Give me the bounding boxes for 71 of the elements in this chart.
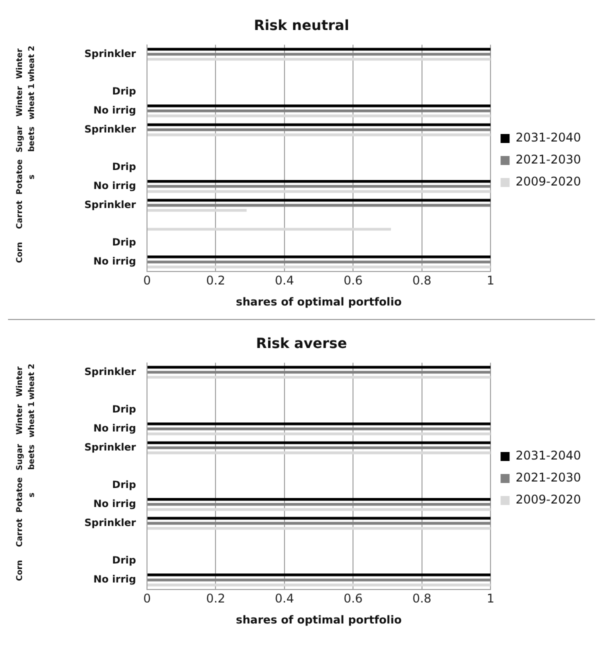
bar: [148, 228, 391, 231]
y-tick-label: Drip: [112, 238, 136, 249]
bar: [148, 58, 491, 61]
bar: [148, 190, 491, 193]
y-tick-label: No irrig: [93, 574, 136, 586]
text: Winter wheat 2: [15, 46, 36, 82]
y-tick-label: No irrig: [93, 256, 136, 268]
bar: [148, 256, 491, 258]
y-tick-label: Sprinkler: [84, 518, 136, 529]
text: Potatoes: [15, 158, 36, 195]
bar: [148, 48, 491, 51]
x-tick-label: 0.2: [206, 274, 226, 288]
x-axis-title: shares of optimal portfolio: [236, 613, 402, 626]
y-tick-label: Drip: [112, 162, 136, 174]
chart-title: Risk averse: [256, 336, 347, 352]
x-tick-label: 0.8: [412, 592, 432, 606]
text: Sugar beets: [15, 444, 36, 470]
x-tick-label: 0.2: [206, 592, 226, 606]
text: Corn: [15, 242, 24, 264]
text: Winter wheat 2: [15, 364, 36, 400]
y-tick-label: Sprinkler: [84, 366, 136, 378]
bar: [148, 260, 491, 264]
y-tick-label: No irrig: [93, 181, 136, 192]
bar: [148, 204, 491, 207]
y-tick-label: No irrig: [93, 105, 136, 116]
text: Sugar beets: [15, 126, 36, 152]
text: Potatoes: [15, 476, 36, 513]
legend-label: 2021-2030: [516, 152, 582, 167]
x-tick-label: 0.4: [274, 274, 294, 288]
bar: [148, 110, 491, 112]
y-tick-label: Sprinkler: [84, 48, 136, 60]
bar: [148, 266, 491, 268]
chart-title: Risk neutral: [254, 18, 350, 34]
bar: [148, 180, 491, 183]
y-tick-label: Sprinkler: [84, 124, 136, 136]
bar: [148, 208, 247, 212]
y-tick-label: Sprinkler: [84, 200, 136, 211]
y-tick-label: Drip: [112, 404, 136, 416]
bar: [148, 52, 491, 56]
legend-label: 2031-2040: [516, 448, 582, 463]
y-tick-label: Sprinkler: [84, 442, 136, 454]
x-tick-label: 1: [486, 592, 494, 606]
x-tick-label: 0: [143, 274, 151, 288]
text: Winter wheat 1: [15, 82, 36, 120]
y-tick-label: Drip: [112, 556, 136, 567]
x-tick-label: 1: [486, 274, 494, 288]
bar: [148, 133, 491, 136]
x-tick-label: 0.6: [344, 274, 363, 288]
bar: [148, 185, 491, 188]
y-tick-label: Drip: [112, 86, 136, 98]
legend-label: 2009-2020: [516, 492, 582, 507]
x-tick-label: 0.8: [412, 274, 432, 288]
y-tick-label: Drip: [112, 480, 136, 492]
text: Carrot: [15, 518, 24, 547]
bar: [148, 123, 491, 126]
y-tick-label: No irrig: [93, 423, 136, 434]
bar: [148, 114, 491, 118]
y-tick-label: No irrig: [93, 499, 136, 510]
x-tick-label: 0.4: [274, 592, 294, 606]
x-tick-label: 0: [143, 592, 151, 606]
legend-label: 2021-2030: [516, 470, 582, 485]
bar: [148, 128, 491, 132]
bar: [148, 198, 491, 202]
text: Winter wheat 1: [15, 400, 36, 438]
text: Carrot: [15, 200, 24, 229]
x-tick-label: 0.6: [344, 592, 363, 606]
x-axis-title: shares of optimal portfolio: [236, 295, 402, 308]
legend-label: 2031-2040: [516, 130, 582, 145]
legend-label: 2009-2020: [516, 174, 582, 189]
text: Corn: [15, 560, 24, 582]
bar: [148, 104, 491, 108]
